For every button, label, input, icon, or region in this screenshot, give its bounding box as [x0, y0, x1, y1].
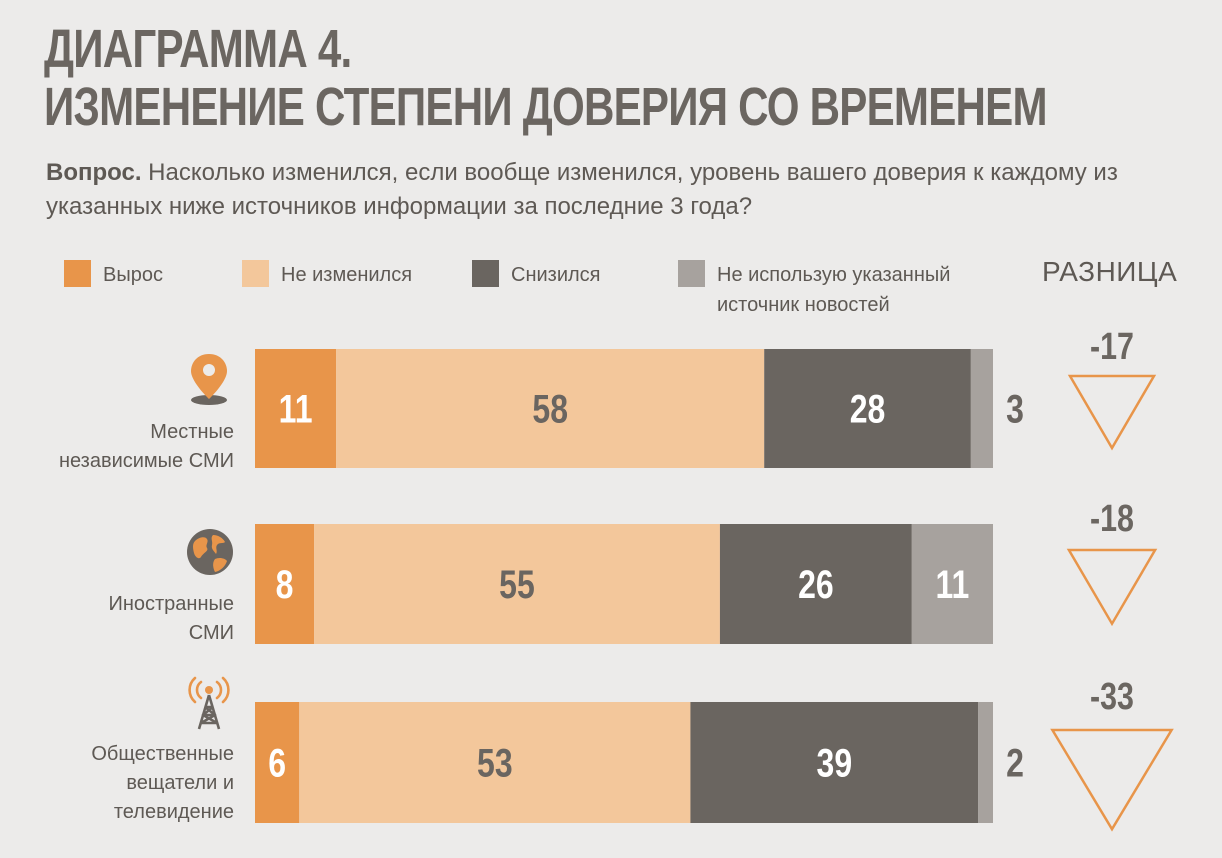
- bar-value-label: 26: [798, 562, 834, 607]
- question-body: Насколько изменился, если вообще изменил…: [46, 159, 1118, 220]
- bar-segment-grew: [255, 349, 337, 468]
- category-label-line: независимые СМИ: [58, 450, 234, 472]
- category-label-line: Местные: [150, 421, 234, 443]
- location-pin-icon: [191, 354, 227, 405]
- bar-segment-unchanged: [314, 524, 720, 644]
- bar-segment-not-used: [970, 349, 993, 468]
- bar-segment-grew: [255, 702, 300, 823]
- bar-segment-not-used: [978, 702, 993, 823]
- legend-item-not-used: Не использую указанный источник новостей: [678, 260, 1007, 320]
- category-label-line: телевидение: [113, 801, 234, 823]
- legend-label-unchanged: Не изменился: [281, 264, 413, 286]
- bar-value-label: 3: [1006, 386, 1024, 431]
- chart-title-line-2: ИЗМЕНЕНИЕ СТЕПЕНИ ДОВЕРИЯ СО ВРЕМЕНЕМ: [44, 77, 1048, 137]
- legend-swatch-grew: [64, 260, 91, 287]
- legend-label-not-used: Не использую указанный источник новостей: [717, 264, 951, 316]
- difference-value: -18: [1090, 498, 1134, 540]
- bar-segment-decreased: [764, 349, 971, 468]
- bar-segment-decreased: [690, 702, 979, 823]
- bar-segment-decreased: [719, 524, 912, 644]
- category-label-line: Общественные: [91, 743, 234, 765]
- legend-item-unchanged: Не изменился: [242, 260, 412, 290]
- legend-item-decreased: Снизился: [472, 260, 601, 290]
- bar-value-label: 8: [276, 562, 294, 607]
- bar-value-label: 6: [268, 740, 286, 785]
- question-label: Вопрос.: [46, 159, 142, 186]
- category-label-line: вещатели и: [126, 772, 234, 794]
- bar-value-label: 11: [935, 562, 969, 607]
- bar-value-label: 11: [279, 386, 313, 431]
- category-label-public-broadcasters: Общественные вещатели и телевидение: [14, 740, 234, 827]
- category-label-line: Иностранные: [108, 593, 234, 615]
- decrease-triangle: [1067, 374, 1157, 451]
- bar-segment-not-used: [911, 524, 993, 644]
- legend-label-decreased: Снизился: [511, 264, 601, 286]
- category-label-line: СМИ: [188, 622, 234, 644]
- legend-swatch-not-used: [678, 260, 705, 287]
- legend-swatch-unchanged: [242, 260, 269, 287]
- difference-value: -33: [1090, 676, 1134, 718]
- decrease-triangle: [1066, 548, 1158, 627]
- difference-value: -17: [1090, 326, 1134, 368]
- bar-segment-unchanged: [299, 702, 691, 823]
- question-text: Вопрос. Насколько изменился, если вообще…: [46, 156, 1166, 224]
- bar-segment-grew: [255, 524, 315, 644]
- category-label-foreign-media: Иностранные СМИ: [14, 590, 234, 648]
- bar-value-label: 53: [477, 740, 513, 785]
- broadcast-tower-icon: [188, 676, 230, 730]
- legend-swatch-decreased: [472, 260, 499, 287]
- bar-segment-unchanged: [336, 349, 765, 468]
- decrease-triangle: [1050, 728, 1174, 832]
- chart-title-line-1: ДИАГРАММА 4.: [44, 19, 352, 79]
- globe-icon: [187, 529, 233, 575]
- bar-value-label: 2: [1006, 740, 1024, 785]
- bar-value-label: 58: [532, 386, 568, 431]
- legend-item-grew: Вырос: [64, 260, 163, 290]
- bar-value-label: 55: [499, 562, 535, 607]
- bar-value-label: 39: [817, 740, 853, 785]
- legend-label-grew: Вырос: [103, 264, 163, 286]
- bar-value-label: 28: [850, 386, 886, 431]
- category-label-local-media: Местные независимые СМИ: [14, 418, 234, 476]
- difference-header: РАЗНИЦА: [1042, 256, 1178, 287]
